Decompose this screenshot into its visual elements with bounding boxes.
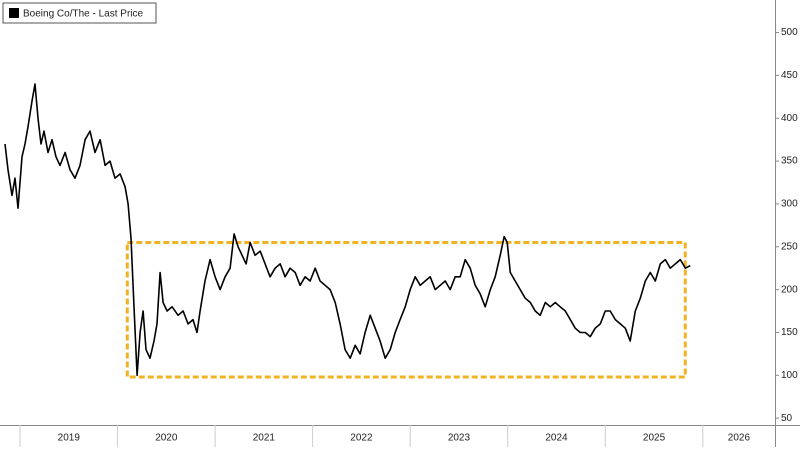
highlight-box (125, 240, 687, 379)
x-tick-label: 2023 (448, 433, 471, 444)
y-tick-label: 150 (781, 327, 798, 338)
y-tick-label: 450 (781, 70, 798, 81)
legend-swatch (9, 8, 19, 18)
y-tick-label: 200 (781, 284, 798, 295)
legend-box (2, 2, 157, 24)
legend: Boeing Co/The - Last Price (2, 2, 157, 24)
x-tick-label: 2026 (728, 433, 751, 444)
x-tick-label: 2025 (643, 433, 666, 444)
y-tick-label: 350 (781, 156, 798, 167)
x-tick-label: 2024 (545, 433, 568, 444)
y-tick-label: 300 (781, 199, 798, 210)
y-tick-label: 250 (781, 241, 798, 252)
x-tick-label: 2019 (58, 433, 81, 444)
x-tick-label: 2020 (155, 433, 178, 444)
price-line (4, 83, 691, 377)
x-tick-label: 2021 (253, 433, 276, 444)
y-tick-label: 50 (781, 413, 793, 424)
y-tick-label: 400 (781, 113, 798, 124)
legend-label: Boeing Co/The - Last Price (23, 9, 143, 20)
y-tick-label: 500 (781, 27, 798, 38)
y-tick-label: 100 (781, 370, 798, 381)
x-tick-label: 2022 (350, 433, 373, 444)
